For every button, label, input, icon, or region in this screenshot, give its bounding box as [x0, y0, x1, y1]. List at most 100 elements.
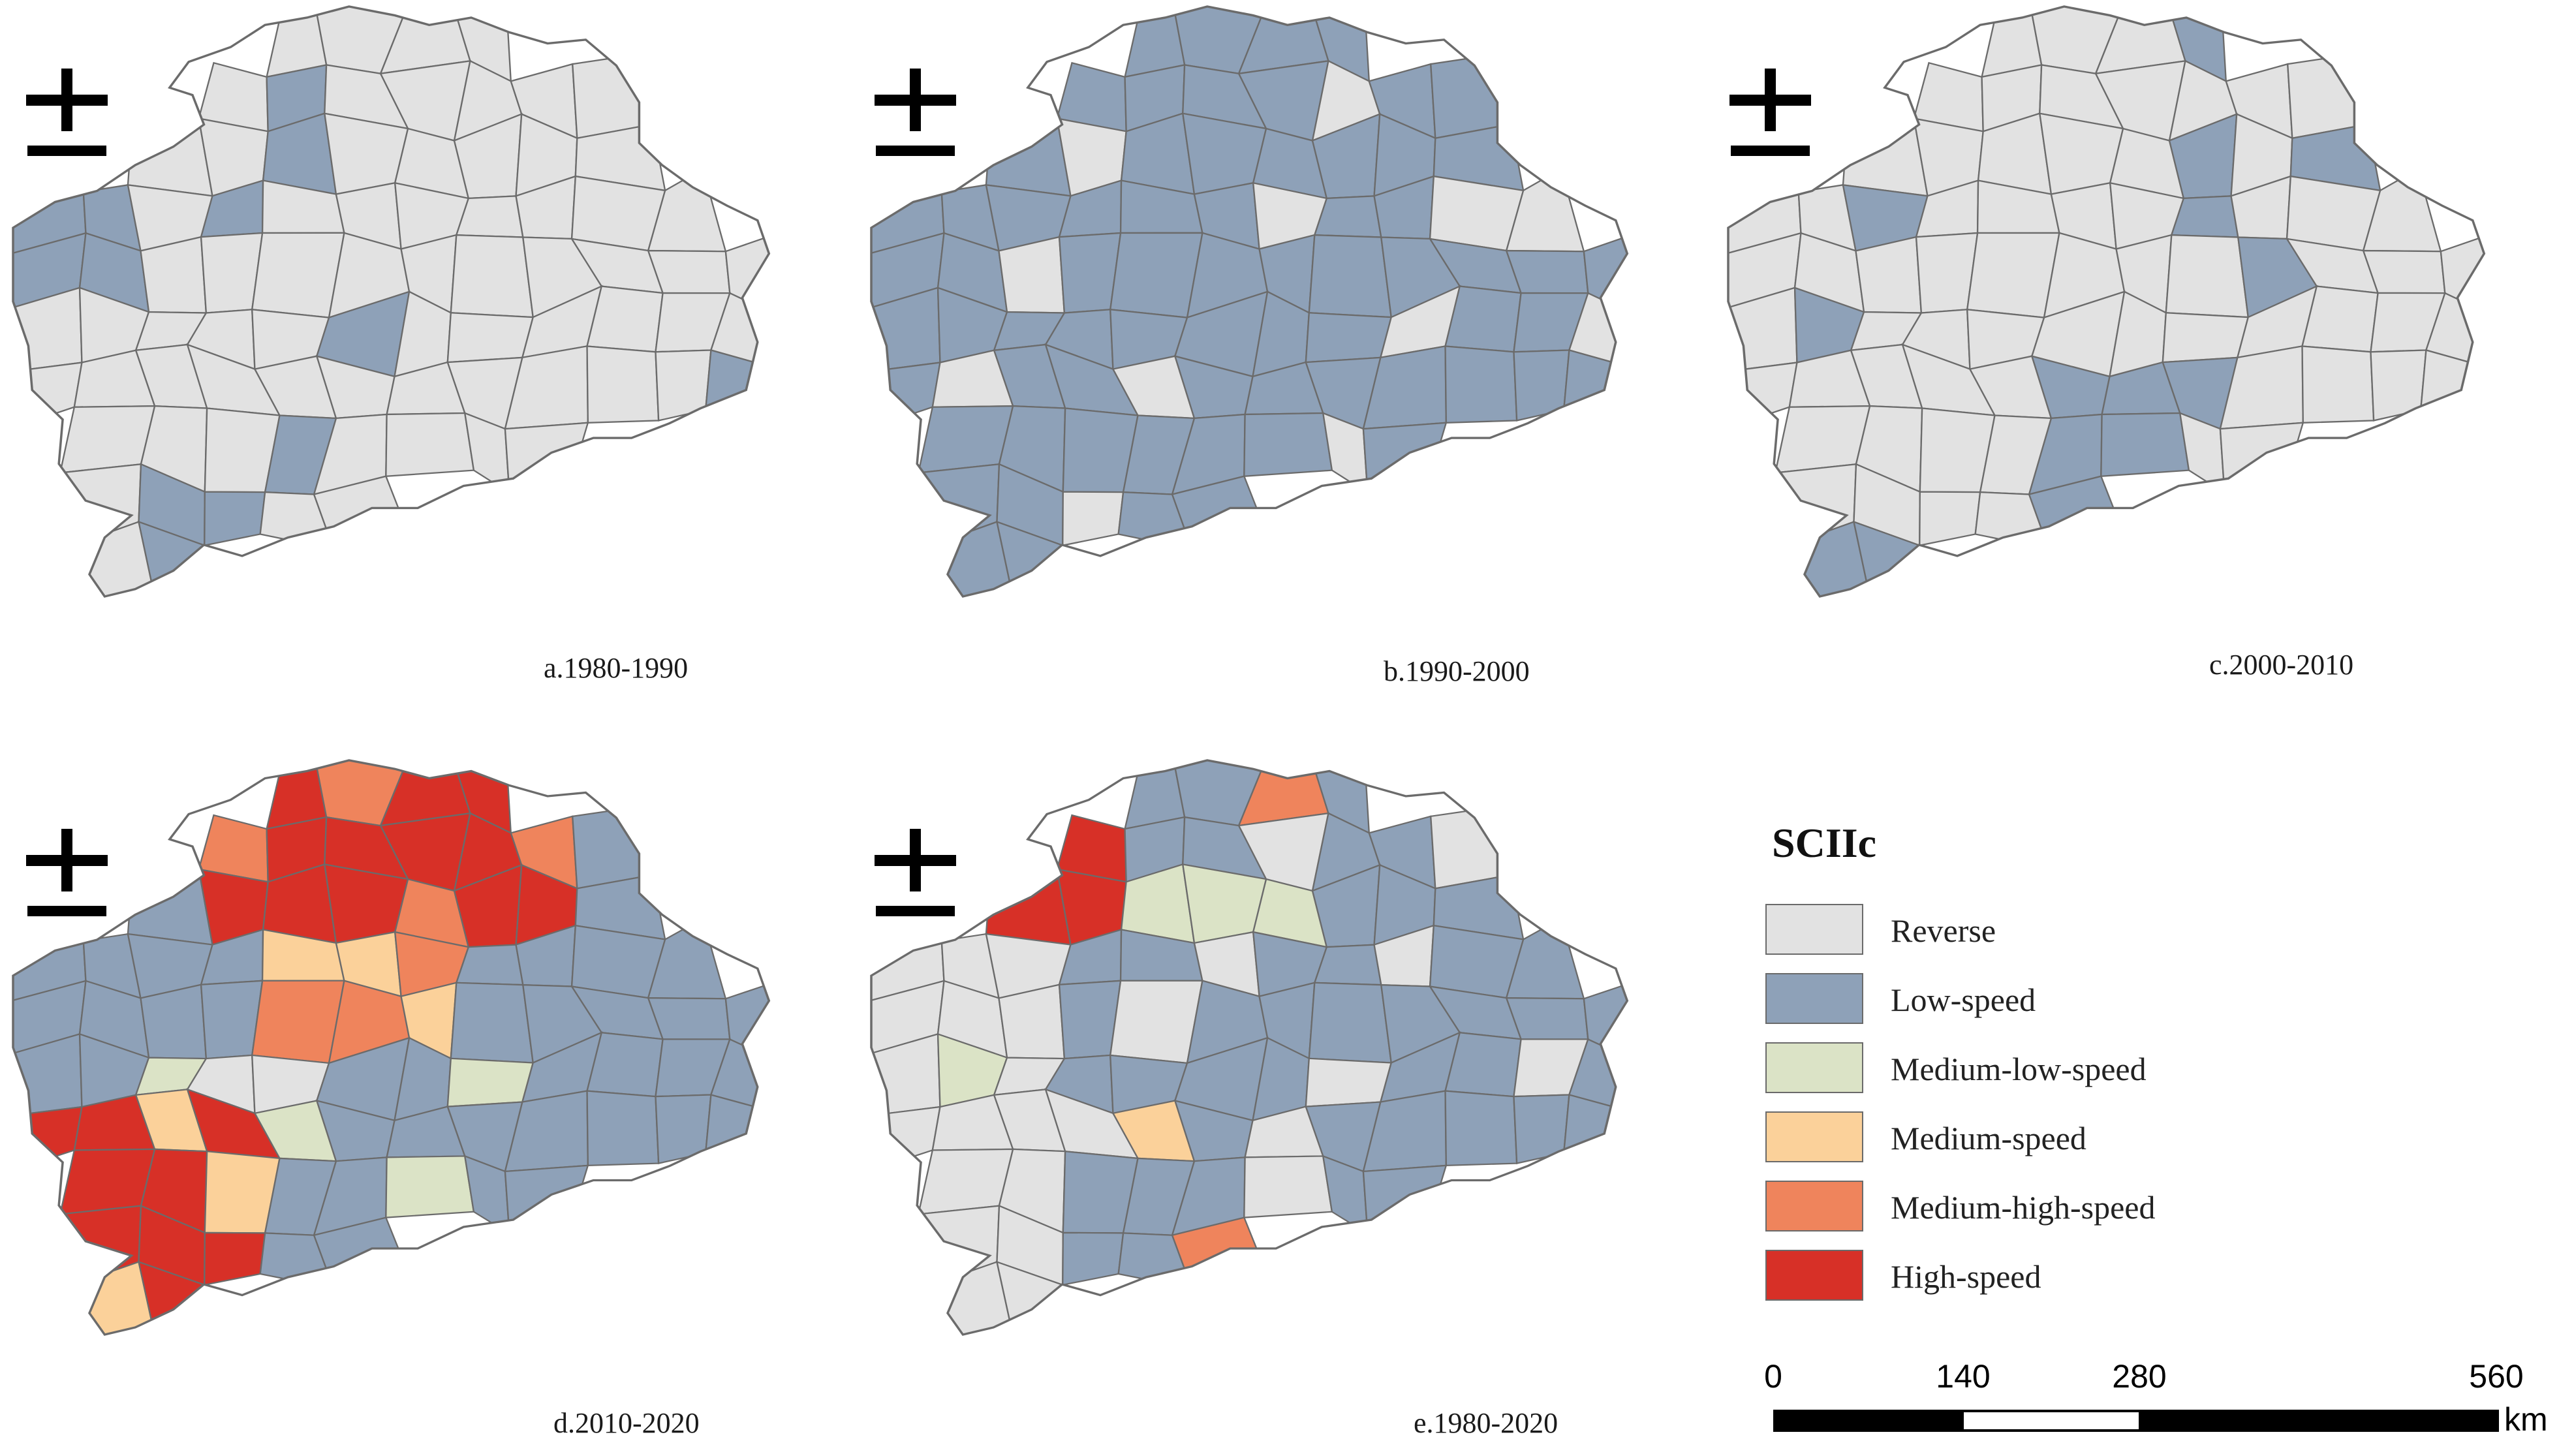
county-region: [647, 997, 731, 1040]
county-region: [385, 412, 475, 477]
county-region: [586, 345, 660, 424]
county-region: [204, 1231, 266, 1286]
province-boundary: [1727, 5, 2486, 598]
scale-bar: 0 140 280 560 km: [1764, 1357, 2568, 1455]
legend-item-medium-speed: Medium-speed: [1765, 1111, 2353, 1170]
county-region: [2100, 412, 2190, 477]
north-arrow-icon: [875, 69, 956, 156]
county-region: [586, 285, 664, 353]
county-region: [1362, 422, 1448, 494]
county-region: [1243, 412, 1333, 477]
county-region: [1513, 349, 1570, 422]
map-c: [1727, 5, 2486, 598]
county-region: [1109, 232, 1203, 318]
county-region: [647, 249, 731, 294]
legend-item-medium-high-speed: Medium-high-speed: [1765, 1181, 2353, 1239]
county-region: [140, 984, 208, 1060]
legend-label: Reverse: [1891, 912, 1996, 949]
panel-caption-b: b.1990-2000: [1384, 655, 1530, 687]
scale-tick-0: 0: [1764, 1358, 1782, 1395]
panel-caption-e: e.1980-2020: [1414, 1407, 1558, 1439]
legend-label: Low-speed: [1891, 982, 2036, 1018]
legend-swatch: [1765, 1042, 1863, 1093]
scale-unit: km: [2504, 1401, 2548, 1438]
legend-swatch: [1765, 904, 1863, 955]
north-arrow-icon: [875, 829, 956, 916]
county-region: [1444, 1032, 1522, 1098]
county-region: [2301, 345, 2375, 424]
legend-title: SCIIc: [1772, 820, 1877, 866]
province-boundary: [12, 5, 771, 598]
county-region: [1305, 312, 1393, 364]
map-d: [12, 759, 771, 1336]
county-region: [985, 868, 1072, 946]
county-region: [1444, 345, 1518, 424]
map-panel-c: c.2000-2010: [1710, 0, 2558, 724]
county-region: [2362, 249, 2446, 294]
province-boundary: [12, 759, 771, 1336]
legend-item-high-speed: High-speed: [1765, 1250, 2353, 1309]
county-region: [204, 491, 266, 547]
county-region: [2370, 349, 2427, 422]
county-region: [1430, 52, 1512, 140]
county-region: [127, 868, 213, 946]
counties-group: [12, 5, 771, 598]
legend-label: Medium-low-speed: [1891, 1051, 2147, 1087]
map-b: [870, 5, 1629, 598]
county-region: [2301, 285, 2379, 353]
map-panel-a: a.1980-1990: [0, 0, 848, 724]
county-region: [1444, 285, 1522, 353]
scale-segment-2: [1961, 1410, 2141, 1432]
legend-label: Medium-speed: [1891, 1120, 2086, 1156]
county-region: [251, 980, 345, 1064]
legend: SCIIc Reverse Low-speed Medium-low-speed…: [1765, 819, 2568, 1446]
county-region: [446, 1057, 535, 1107]
map-panel-b: b.1990-2000: [855, 0, 1703, 724]
county-region: [572, 52, 653, 140]
county-region: [385, 1155, 475, 1218]
county-region: [1308, 982, 1393, 1064]
counties-group: [870, 5, 1629, 598]
scale-segment-1: [1773, 1410, 1964, 1432]
county-region: [1505, 249, 1589, 294]
county-region: [140, 236, 208, 314]
county-region: [2162, 312, 2250, 364]
county-region: [1062, 491, 1124, 547]
county-region: [1842, 117, 1929, 197]
county-region: [985, 117, 1072, 197]
county-region: [127, 117, 213, 197]
county-region: [655, 349, 712, 422]
scale-tick-280: 280: [2112, 1358, 2167, 1395]
province-boundary: [870, 5, 1629, 598]
county-region: [251, 232, 345, 318]
county-region: [586, 1032, 664, 1098]
scale-segment-3: [2139, 1410, 2499, 1432]
county-region: [572, 804, 653, 890]
county-region: [450, 982, 535, 1064]
county-region: [1513, 1094, 1570, 1164]
legend-item-reverse: Reverse: [1765, 904, 2353, 963]
legend-label: Medium-high-speed: [1891, 1189, 2156, 1226]
county-region: [504, 422, 589, 494]
county-region: [1109, 980, 1203, 1064]
county-region: [1308, 234, 1393, 318]
legend-label: High-speed: [1891, 1258, 2041, 1295]
county-region: [586, 1090, 660, 1166]
counties-group: [870, 759, 1629, 1336]
legend-item-low-speed: Low-speed: [1765, 973, 2353, 1032]
scale-tick-140: 140: [1936, 1358, 1991, 1395]
north-arrow-icon: [26, 829, 108, 916]
north-arrow-icon: [1729, 69, 1811, 156]
map-panel-d: d.2010-2020: [0, 757, 848, 1456]
county-region: [998, 236, 1066, 314]
counties-group: [12, 759, 771, 1336]
county-region: [1430, 804, 1512, 890]
legend-swatch: [1765, 1181, 1863, 1231]
map-panel-e: e.1980-2020: [855, 757, 1703, 1456]
north-arrow-icon: [26, 69, 108, 156]
legend-swatch: [1765, 973, 1863, 1024]
county-region: [2219, 422, 2304, 494]
legend-swatch: [1765, 1111, 1863, 1162]
county-region: [1444, 1090, 1518, 1166]
map-e: [870, 759, 1629, 1336]
